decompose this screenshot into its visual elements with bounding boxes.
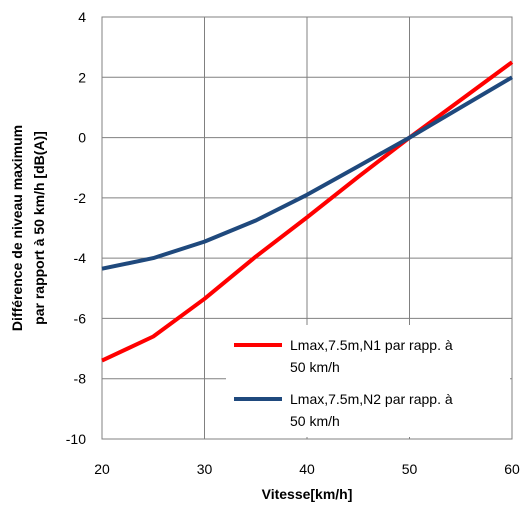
y-tick-label: -10: [66, 431, 86, 447]
y-tick-label: -6: [74, 310, 87, 326]
legend-label-2-line1: Lmax,7.5m,N2 par rapp. à: [290, 391, 453, 407]
x-tick-label: 60: [504, 461, 520, 477]
y-tick-label: 2: [78, 69, 86, 85]
legend-label-1-line1: Lmax,7.5m,N1 par rapp. à: [290, 337, 453, 353]
series-layer: [101, 60, 514, 363]
y-tick-label: 0: [78, 130, 86, 146]
y-axis-title-line2: par rapport à 50 km/h [dB(A)]: [31, 131, 47, 325]
y-tick-label: -2: [74, 190, 87, 206]
y-tick-label: -4: [74, 250, 87, 266]
x-tick-label: 30: [197, 461, 213, 477]
y-axis-tick-labels: -10 -8 -6 -4 -2 0 2 4: [66, 9, 86, 447]
x-tick-label: 50: [402, 461, 418, 477]
x-tick-label: 40: [299, 461, 315, 477]
plot-area-border: [101, 16, 513, 440]
x-axis-tick-labels: 20 30 40 50 60: [94, 461, 520, 477]
x-tick-label: 20: [94, 461, 110, 477]
legend: Lmax,7.5m,N1 par rapp. à 50 km/h Lmax,7.5m…: [226, 325, 510, 437]
y-tick-label: -8: [74, 371, 87, 387]
legend-label-2-line2: 50 km/h: [290, 413, 340, 429]
series-line-1: [101, 60, 514, 363]
y-tick-label: 4: [78, 9, 86, 25]
legend-label-1-line2: 50 km/h: [290, 359, 340, 375]
x-axis-title: Vitesse[km/h]: [262, 486, 353, 502]
y-axis-title-line1: Différence de niveau maximum: [9, 125, 25, 331]
series-line-2: [101, 75, 514, 271]
